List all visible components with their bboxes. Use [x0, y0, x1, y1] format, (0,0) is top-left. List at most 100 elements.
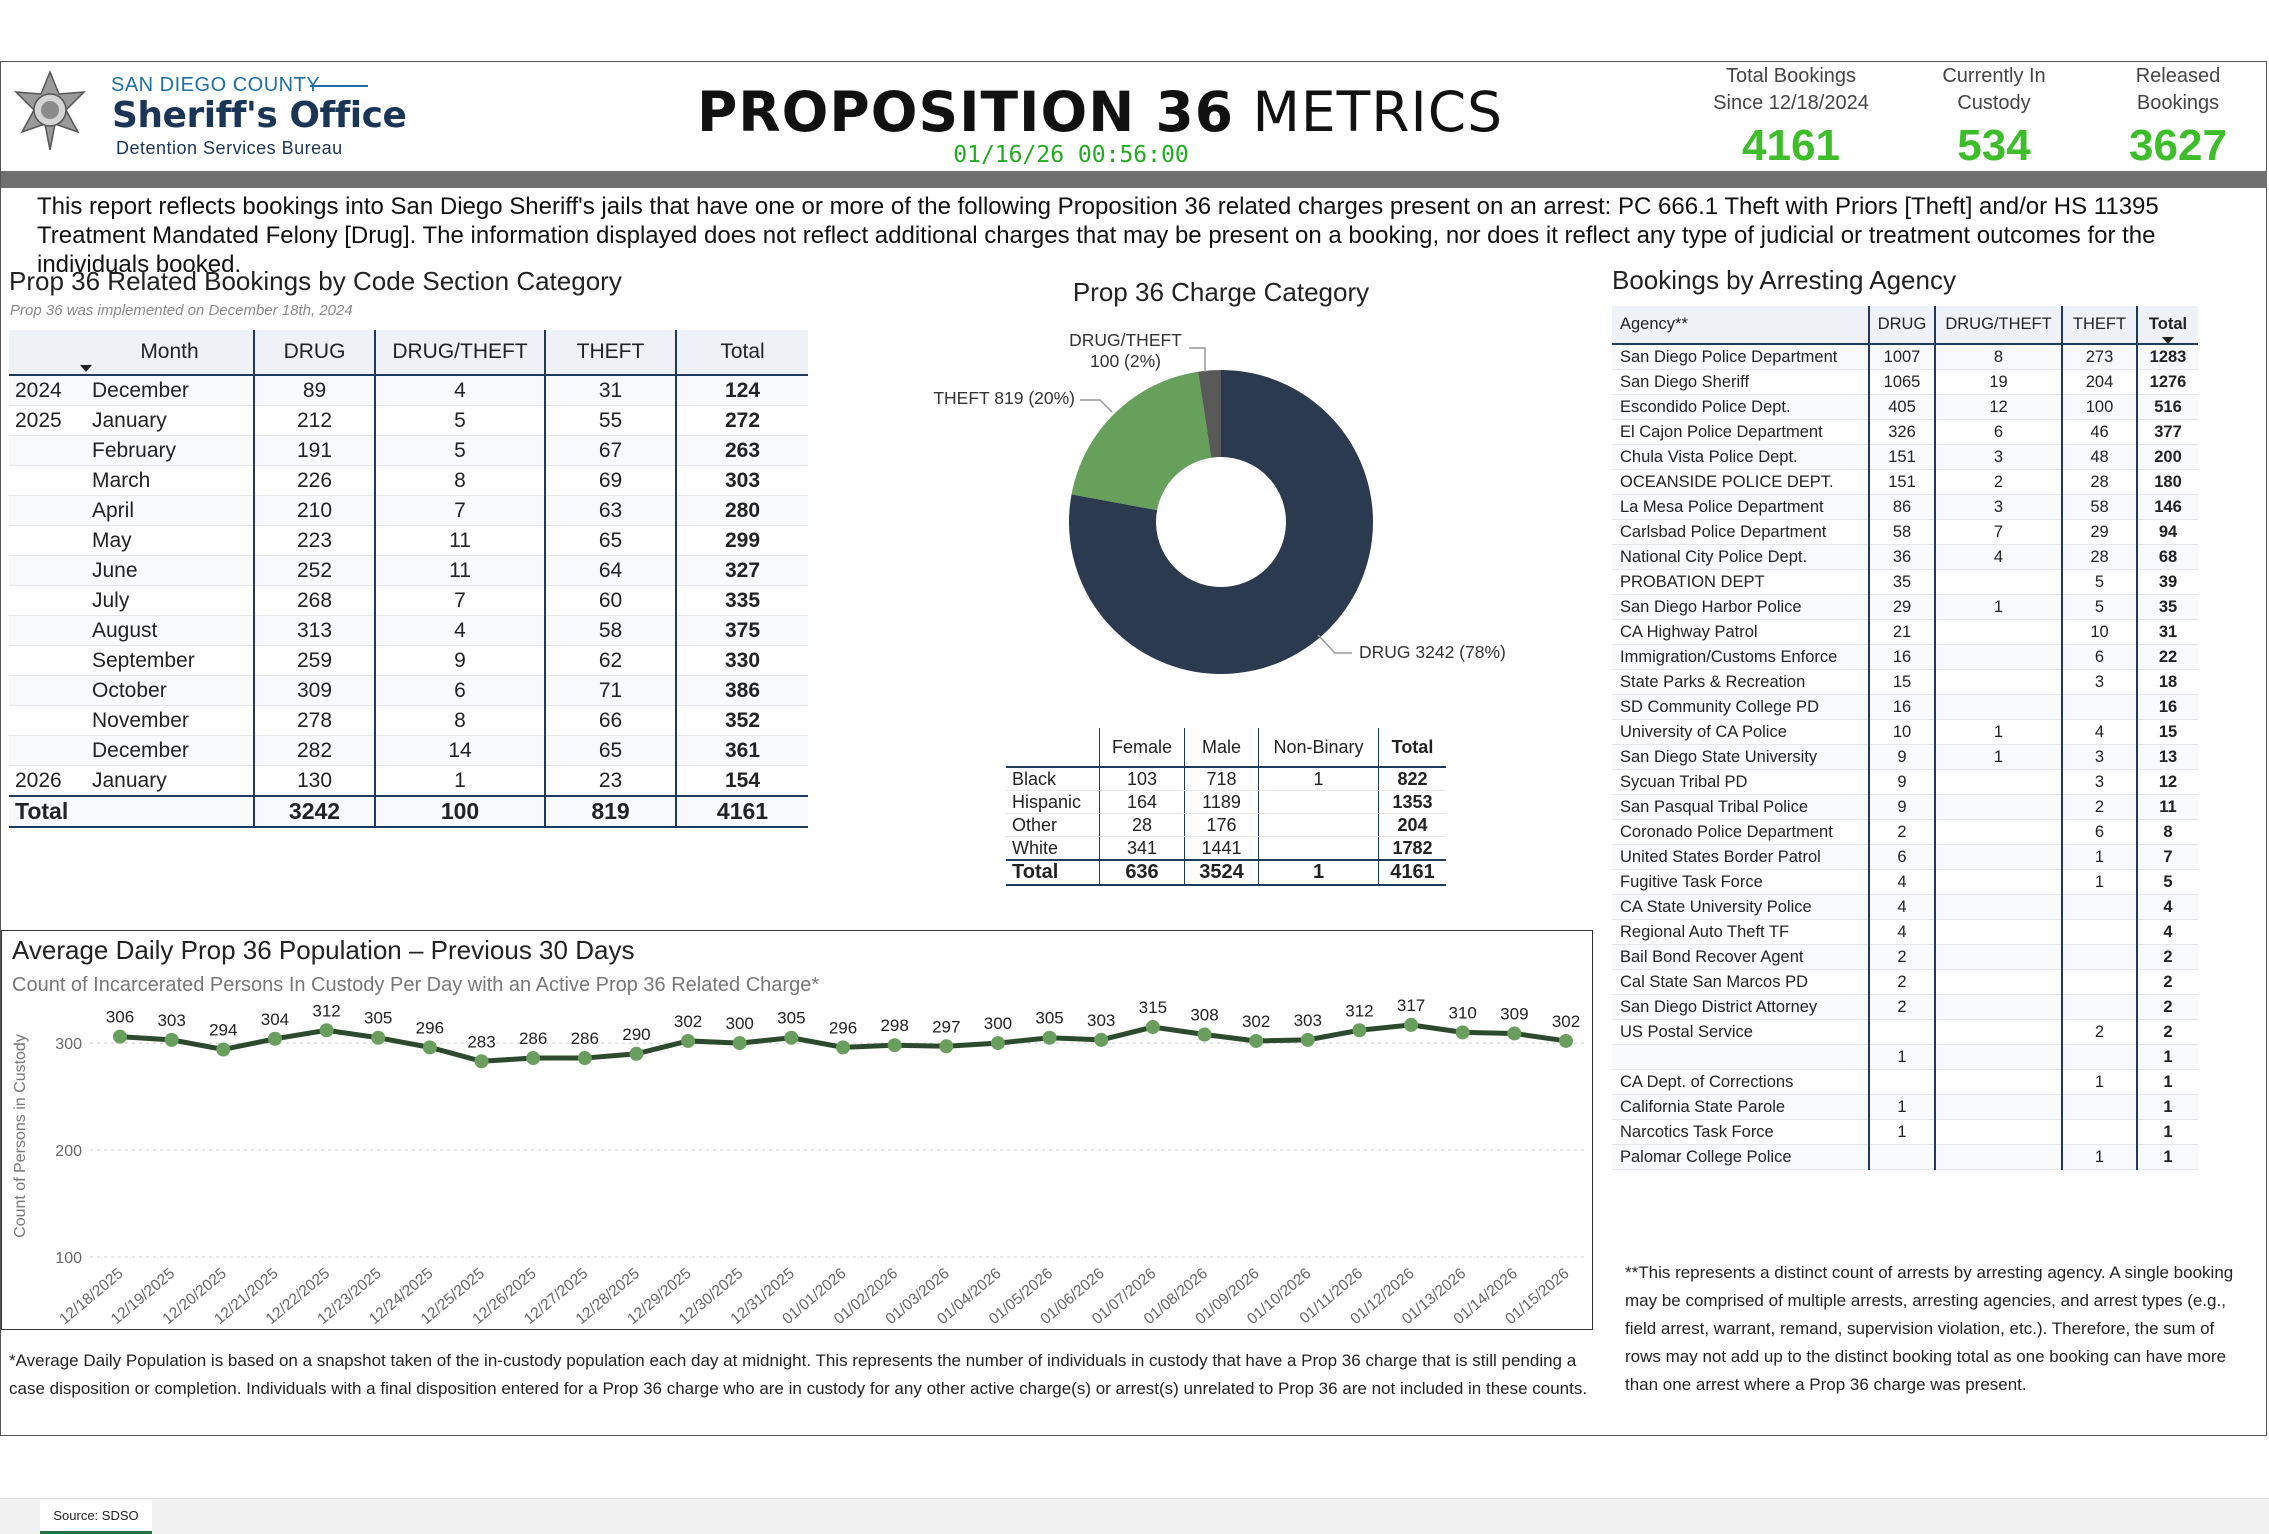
data-label: 317	[1397, 996, 1425, 1015]
month-cell: March	[86, 465, 254, 496]
value-cell: 3	[1934, 494, 2062, 520]
value-cell: 2	[2136, 944, 2198, 970]
value-cell: 31	[544, 375, 676, 406]
data-label: 290	[622, 1025, 650, 1044]
value-cell: 10	[2061, 619, 2137, 645]
agency-note: **This represents a distinct count of ar…	[1625, 1263, 2234, 1394]
header-row: Month DRUG DRUG/THEFT THEFT Total	[9, 330, 808, 376]
value-cell: 4	[1868, 919, 1935, 945]
year-cell	[9, 735, 86, 766]
table-row: 2024 December 89 4 31 124	[9, 375, 808, 406]
value-cell: 1	[1934, 594, 2062, 620]
header-cell: DRUG/THEFT	[374, 330, 545, 376]
value-cell: 1007	[1868, 344, 1935, 370]
value-cell	[1934, 1019, 2062, 1045]
value-cell: 35	[1868, 569, 1935, 595]
value-cell: 6	[2061, 819, 2137, 845]
value-cell: 4	[374, 375, 545, 406]
value-cell: 7	[374, 585, 545, 616]
value-cell: 10	[1868, 719, 1935, 745]
agency-name	[1612, 1044, 1869, 1070]
value-cell	[2061, 969, 2137, 995]
data-label: 300	[984, 1014, 1012, 1033]
data-label: 302	[674, 1012, 702, 1031]
value-cell: 4	[2061, 719, 2137, 745]
value-cell	[1868, 1019, 1935, 1045]
month-cell: January	[86, 405, 254, 436]
value-cell: 4	[1934, 544, 2062, 570]
value-cell: 1782	[1378, 836, 1446, 861]
value-cell: 11	[2136, 794, 2198, 820]
intro-text: This report reflects bookings into San D…	[37, 193, 2159, 278]
value-cell: 7	[1934, 519, 2062, 545]
agency-name: San Diego Harbor Police	[1612, 594, 1869, 620]
table-row: Fugitive Task Force 4 1 5	[1612, 869, 2198, 895]
value-cell: 210	[253, 495, 375, 526]
chart-title: Average Daily Prop 36 Population – Previ…	[12, 935, 635, 965]
agency-name: CA Highway Patrol	[1612, 619, 1869, 645]
agency-name: San Diego Sheriff	[1612, 369, 1869, 395]
year-cell	[9, 645, 86, 676]
data-label: 312	[312, 1001, 340, 1020]
sheet-tab[interactable]: Source: SDSO	[40, 1500, 152, 1534]
value-cell: 16	[1868, 694, 1935, 720]
point	[939, 1039, 954, 1054]
point	[836, 1040, 850, 1055]
value-cell: 68	[2136, 544, 2198, 570]
month-cell: July	[86, 585, 254, 616]
value-cell	[1934, 769, 2062, 795]
value-cell: 1	[1934, 719, 2062, 745]
table-row: April 210 7 63 280	[9, 495, 808, 526]
data-label: 296	[416, 1018, 444, 1037]
data-label: 305	[364, 1009, 392, 1028]
value-cell: 9	[1868, 794, 1935, 820]
total-cell: 4161	[675, 795, 808, 828]
agency-name: Carlsbad Police Department	[1612, 519, 1869, 545]
value-cell: 58	[2061, 494, 2137, 520]
data-label: 303	[157, 1011, 185, 1030]
point	[887, 1038, 902, 1053]
value-cell: 405	[1868, 394, 1935, 420]
year-cell	[9, 585, 86, 616]
table-row: March 226 8 69 303	[9, 465, 808, 496]
agency-name: San Diego State University	[1612, 744, 1869, 770]
table-row: September 259 9 62 330	[9, 645, 808, 676]
value-cell	[2061, 944, 2137, 970]
data-label: 308	[1190, 1006, 1218, 1025]
divider-bar	[1, 171, 2267, 188]
month-cell: April	[86, 495, 254, 526]
header-cell: Non-Binary	[1258, 728, 1379, 768]
value-cell	[1934, 1094, 2062, 1120]
point	[1094, 1032, 1109, 1047]
table-row: San Diego District Attorney 2 2	[1612, 994, 2198, 1020]
value-cell: 63	[544, 495, 676, 526]
value-cell	[2061, 894, 2137, 920]
table-row: La Mesa Police Department 86 3 58 146	[1612, 494, 2198, 520]
monthly-table: Month DRUG DRUG/THEFT THEFT Total 2024 Decembe…	[9, 330, 808, 828]
table-row: Narcotics Task Force 1 1	[1612, 1119, 2198, 1145]
agency-name: El Cajon Police Department	[1612, 419, 1869, 445]
value-cell: 4	[374, 615, 545, 646]
agency-name: United States Border Patrol	[1612, 844, 1869, 870]
value-cell: 11	[374, 525, 545, 556]
value-cell: 273	[2061, 344, 2137, 370]
value-cell: 35	[2136, 594, 2198, 620]
total-cell: 1	[1258, 859, 1379, 886]
sort-arrow	[2162, 337, 2174, 344]
value-cell: 327	[675, 555, 808, 586]
value-cell: 6	[1934, 419, 2062, 445]
point	[216, 1042, 231, 1057]
value-cell: 16	[2136, 694, 2198, 720]
value-cell: 9	[1868, 744, 1935, 770]
table-row: SD Community College PD 16 16	[1612, 694, 2198, 720]
kpi-value: 534	[1957, 121, 2031, 170]
value-cell	[1258, 790, 1379, 814]
table-row: California State Parole 1 1	[1612, 1094, 2198, 1120]
table-row: United States Border Patrol 6 1 7	[1612, 844, 2198, 870]
value-cell: 4	[2136, 919, 2198, 945]
header-cell: THEFT	[544, 330, 676, 376]
agency-name: CA State University Police	[1612, 894, 1869, 920]
value-cell: 14	[374, 735, 545, 766]
value-cell: 3	[2061, 669, 2137, 695]
value-cell: 2	[1868, 819, 1935, 845]
